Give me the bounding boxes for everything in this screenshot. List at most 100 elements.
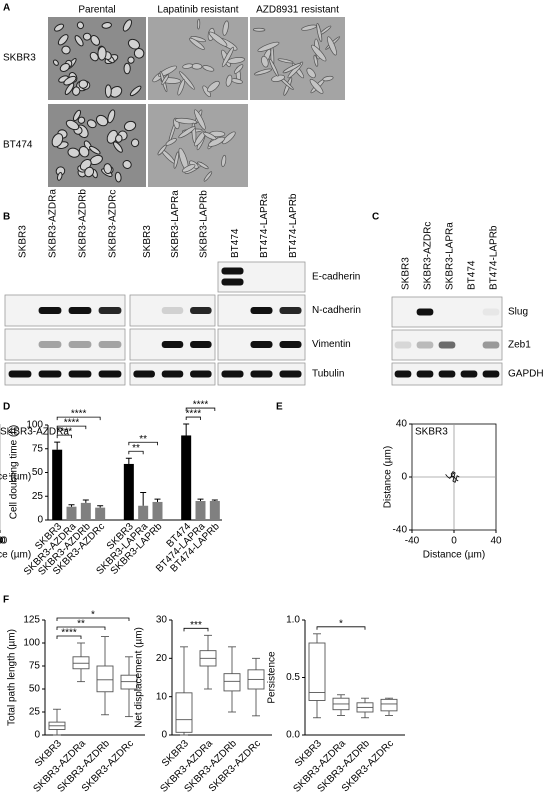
cell xyxy=(181,164,196,173)
significance-label: ** xyxy=(139,434,147,445)
cell xyxy=(130,138,140,148)
cell xyxy=(222,131,236,145)
cell xyxy=(78,145,90,158)
lane-label: BT474 xyxy=(467,260,478,290)
y-tick-label: 0.5 xyxy=(286,672,300,683)
error-bar xyxy=(154,498,161,502)
cell xyxy=(86,119,97,129)
error-bar xyxy=(54,441,61,450)
cell xyxy=(197,18,201,30)
band xyxy=(98,370,122,378)
bar xyxy=(152,501,163,520)
x-tick-label: -40 xyxy=(405,536,420,547)
band xyxy=(221,278,244,286)
cell xyxy=(194,130,207,147)
band xyxy=(38,307,62,314)
cell xyxy=(177,79,185,96)
y-tick-label: 75 xyxy=(29,661,41,672)
cell xyxy=(72,86,81,96)
cell xyxy=(67,147,80,158)
bar xyxy=(195,501,206,520)
cell xyxy=(61,45,71,55)
cell xyxy=(107,109,116,124)
error-bar xyxy=(197,498,204,501)
bar xyxy=(181,435,192,520)
cell xyxy=(277,58,294,64)
cell xyxy=(72,109,82,122)
cell xyxy=(233,64,244,74)
box xyxy=(96,665,114,693)
cell xyxy=(122,160,132,169)
lane-label: BT474-LAPRb xyxy=(489,225,500,290)
box xyxy=(175,692,193,733)
x-tick-label: 40 xyxy=(0,536,6,547)
lane-label: SKBR3-AZDRc xyxy=(108,190,119,258)
lane-label: SKBR3 xyxy=(18,225,29,258)
cell xyxy=(309,78,324,94)
cell xyxy=(178,126,196,139)
cell xyxy=(327,36,337,56)
lane-label: SKBR3 xyxy=(401,257,412,290)
y-axis-label: Net displacement (µm) xyxy=(134,627,145,728)
band xyxy=(482,308,500,316)
significance-label: * xyxy=(339,618,343,629)
y-tick-label: 30 xyxy=(156,615,168,626)
lane-label: SKBR3-AZDRb xyxy=(78,189,89,258)
y-axis-label: Cell doubling time (h) xyxy=(9,425,20,520)
cell xyxy=(95,114,109,127)
blot xyxy=(217,261,306,293)
protein-label: GAPDH xyxy=(508,369,544,380)
significance-bracket xyxy=(56,425,87,430)
band xyxy=(161,341,184,348)
significance-label: ** xyxy=(77,619,85,630)
band xyxy=(161,370,184,378)
y-axis-label: Persistence xyxy=(267,651,278,704)
cell xyxy=(208,31,228,47)
box xyxy=(308,642,326,701)
lane-label: BT474-LAPRa xyxy=(259,193,270,258)
column-header: Parental xyxy=(78,5,115,16)
y-axis-label: Distance (µm) xyxy=(383,446,394,508)
y-tick-label: 100 xyxy=(23,638,40,649)
significance-label: * xyxy=(91,610,95,621)
cell xyxy=(63,75,77,86)
band xyxy=(38,341,62,348)
error-bar xyxy=(82,499,89,503)
band xyxy=(190,370,212,378)
band xyxy=(416,341,434,349)
y-tick-label: 20 xyxy=(156,653,168,664)
blot xyxy=(4,328,126,361)
cell xyxy=(54,23,65,32)
cell xyxy=(269,58,279,77)
cell xyxy=(127,56,135,64)
significance-bracket xyxy=(183,627,209,632)
significance-label: *** xyxy=(190,620,202,631)
cell xyxy=(59,62,70,72)
cell xyxy=(51,133,64,148)
cell xyxy=(129,85,142,97)
cell xyxy=(56,172,63,181)
cell xyxy=(113,141,123,153)
cell xyxy=(221,46,234,68)
cell xyxy=(316,23,323,42)
protein-label: Slug xyxy=(508,307,528,318)
panel-label: D xyxy=(3,402,10,413)
y-tick-label: 40 xyxy=(396,419,408,430)
cell xyxy=(182,63,194,69)
x-tick-label: -40 xyxy=(0,536,8,547)
lane-label: BT474-LAPRb xyxy=(288,193,299,258)
band xyxy=(394,370,412,378)
band xyxy=(438,370,456,378)
cell xyxy=(322,75,334,82)
band xyxy=(279,341,302,348)
cell xyxy=(254,68,272,76)
band xyxy=(482,341,500,349)
lane-label: SKBR3-AZDRc xyxy=(423,222,434,290)
box xyxy=(380,698,398,712)
cell xyxy=(207,80,220,93)
cell xyxy=(97,46,107,61)
cell xyxy=(225,74,233,87)
plot-title: SKBR3-AZDRa xyxy=(0,427,69,438)
lane-label: SKBR3 xyxy=(142,225,153,258)
